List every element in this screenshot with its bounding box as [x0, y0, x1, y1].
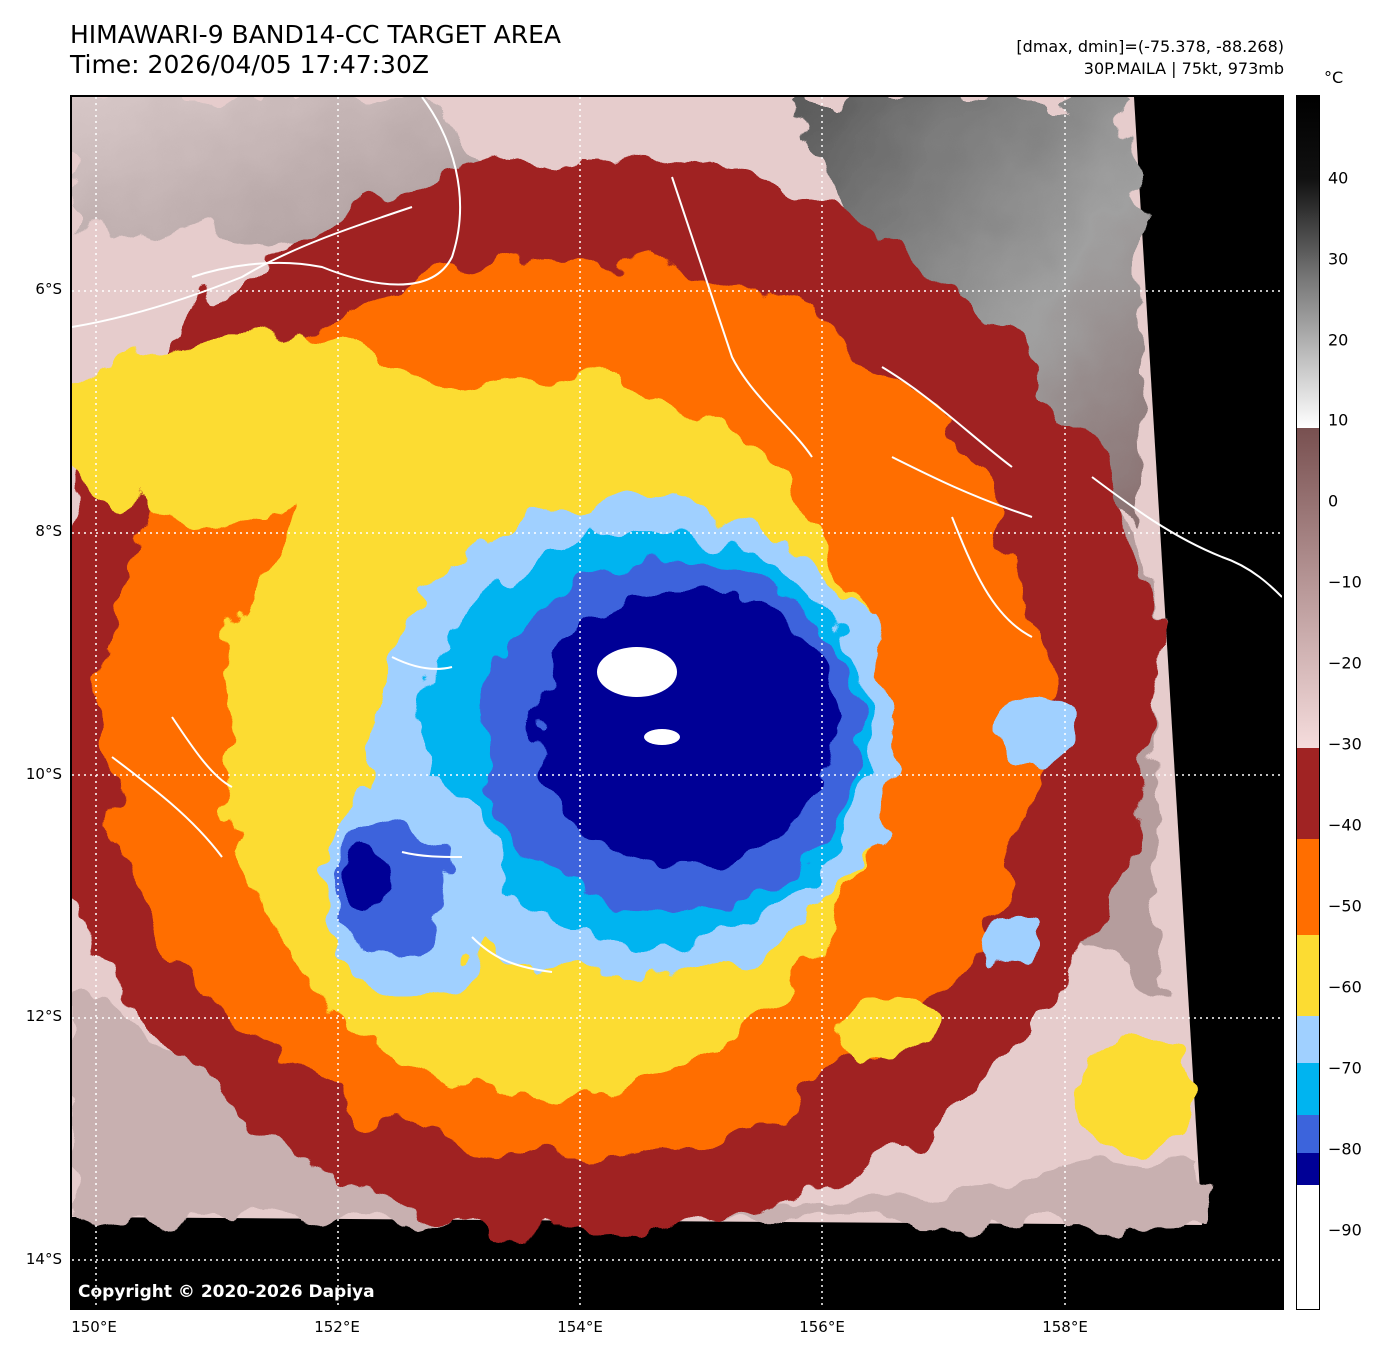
map-title: HIMAWARI-9 BAND14-CC TARGET AREA Time: 2… [70, 20, 561, 80]
storm-info-text: 30P.MAILA | 75kt, 973mb [1083, 59, 1284, 78]
lon-label-150e: 150°E [71, 1318, 117, 1336]
colorbar-tick: −30 [1328, 734, 1362, 754]
coastlines [72, 97, 1282, 973]
colorbar-tick: −40 [1328, 815, 1362, 835]
lat-label-6s: 6°S [35, 280, 62, 298]
satellite-map: Copyright © 2020-2026 Dapiya [70, 95, 1284, 1310]
coldest-cloud-tops [597, 647, 680, 745]
lon-label-156e: 156°E [799, 1318, 845, 1336]
copyright-text: Copyright © 2020-2026 Dapiya [78, 1282, 375, 1302]
colorbar-tick: 20 [1328, 330, 1349, 350]
satellite-imagery [72, 97, 1282, 1308]
title-line-1: HIMAWARI-9 BAND14-CC TARGET AREA [70, 20, 562, 49]
lat-label-12s: 12°S [25, 1007, 62, 1025]
lon-label-158e: 158°E [1042, 1318, 1088, 1336]
lat-label-8s: 8°S [35, 522, 62, 540]
colorbar-tick: 10 [1328, 410, 1349, 430]
lon-label-152e: 152°E [314, 1318, 360, 1336]
colorbar-tick: −70 [1328, 1058, 1362, 1078]
colorbar-unit: °C [1324, 68, 1344, 87]
colorbar-tick: 0 [1328, 491, 1339, 511]
colorbar [1296, 95, 1320, 1310]
colorbar-tick: 30 [1328, 249, 1349, 269]
dmax-dmin-text: [dmax, dmin]=(-75.378, -88.268) [1016, 37, 1284, 56]
lat-label-10s: 10°S [25, 765, 62, 783]
title-line-2: Time: 2026/04/05 17:47:30Z [70, 50, 429, 79]
colorbar-tick: −20 [1328, 653, 1362, 673]
colorbar-tick: −10 [1328, 572, 1362, 592]
lon-label-154e: 154°E [557, 1318, 603, 1336]
colorbar-bands [1297, 96, 1319, 1309]
colorbar-tick: −50 [1328, 896, 1362, 916]
colorbar-tick: −80 [1328, 1139, 1362, 1159]
colorbar-tick: −60 [1328, 977, 1362, 997]
colorbar-tick: −90 [1328, 1220, 1362, 1240]
graticule [72, 97, 1282, 1308]
colorbar-tick: 40 [1328, 168, 1349, 188]
storm-meta: [dmax, dmin]=(-75.378, -88.268) 30P.MAIL… [1016, 36, 1284, 80]
lat-label-14s: 14°S [25, 1250, 62, 1268]
